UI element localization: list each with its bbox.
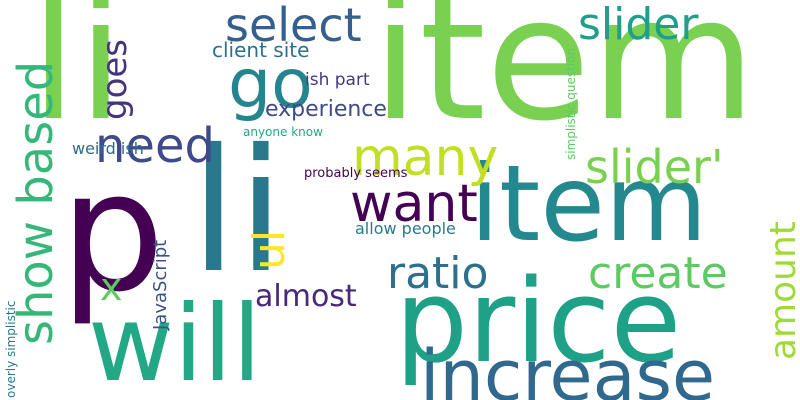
word-almost: almost	[255, 279, 357, 314]
word-show-based: show based	[8, 60, 64, 345]
word-need: need	[95, 118, 215, 174]
word-ratio: ratio	[387, 248, 489, 299]
word-p: p	[60, 136, 165, 328]
word-slider-quote: slider'	[585, 140, 724, 194]
word-ul: ul	[244, 229, 295, 270]
word-go: go	[228, 45, 313, 124]
word-want: want	[350, 174, 478, 234]
word-experience: experience	[265, 97, 387, 122]
word-x: x	[100, 265, 123, 309]
word-ish-part: ish part	[305, 70, 370, 90]
word-weird-ish: weird ish	[72, 139, 144, 158]
word-overly-simplistic: overly simplistic	[4, 300, 18, 398]
word-li: li	[30, 0, 125, 159]
word-amount: amount	[763, 221, 800, 360]
word-goes: goes	[95, 38, 135, 120]
word-item-2: item	[470, 143, 708, 265]
word-li-2: li	[190, 113, 285, 311]
word-allow-people: allow people	[355, 219, 456, 238]
word-item: item	[372, 0, 757, 159]
word-increase: increase	[420, 335, 716, 400]
word-price: price	[395, 255, 682, 389]
word-create: create	[588, 248, 728, 299]
word-javascript: JavaScript	[150, 239, 171, 330]
word-anyone-know: anyone know	[243, 125, 323, 139]
word-client-site: client site	[212, 38, 310, 62]
word-will: will	[88, 283, 262, 400]
word-simplistic-question: simplistic question	[564, 47, 578, 160]
word-probably-seems: probably seems	[304, 166, 408, 181]
word-select: select	[225, 0, 362, 52]
word-slider: slider	[578, 0, 699, 50]
word-many: many	[352, 128, 499, 188]
